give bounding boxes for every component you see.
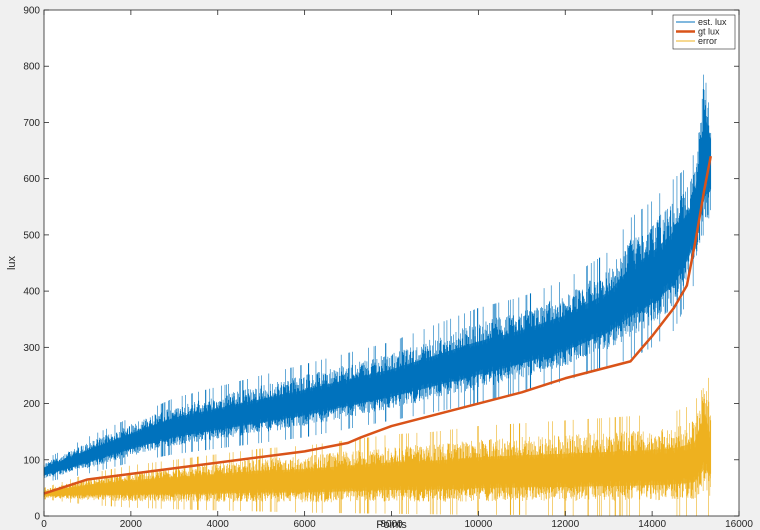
- legend-label: error: [698, 36, 717, 46]
- x-tick-label: 2000: [120, 519, 143, 530]
- y-axis-ticks: 0 100 200 300 400 500 600 700 800 900: [23, 6, 739, 523]
- y-tick-label: 500: [23, 230, 40, 241]
- y-tick-label: 900: [23, 6, 40, 17]
- x-axis-ticks: 0 2000 4000 6000 8000 10000 12000 14000 16000: [41, 10, 753, 530]
- x-tick-label: 16000: [725, 519, 753, 530]
- x-tick-label: 10000: [464, 519, 492, 530]
- legend-label: gt lux: [698, 27, 720, 37]
- y-tick-label: 800: [23, 62, 40, 73]
- x-tick-label: 14000: [638, 519, 666, 530]
- y-tick-label: 0: [34, 512, 40, 523]
- x-tick-label: 6000: [294, 519, 317, 530]
- y-tick-label: 700: [23, 118, 40, 129]
- y-tick-label: 200: [23, 399, 40, 410]
- series-error-core: [44, 413, 711, 496]
- x-tick-label: 0: [41, 519, 47, 530]
- y-axis-label: lux: [6, 255, 18, 270]
- legend-label: est. lux: [698, 17, 727, 27]
- x-tick-label: 4000: [207, 519, 230, 530]
- y-tick-label: 300: [23, 343, 40, 354]
- series-lines: [43, 155, 712, 495]
- y-tick-label: 400: [23, 287, 40, 298]
- y-tick-label: 600: [23, 174, 40, 185]
- y-tick-label: 100: [23, 455, 40, 466]
- series-gt-lux: [43, 155, 712, 495]
- x-tick-label: 12000: [551, 519, 579, 530]
- x-axis-label: Points: [376, 519, 407, 530]
- x-tick-label: 8000: [380, 519, 403, 530]
